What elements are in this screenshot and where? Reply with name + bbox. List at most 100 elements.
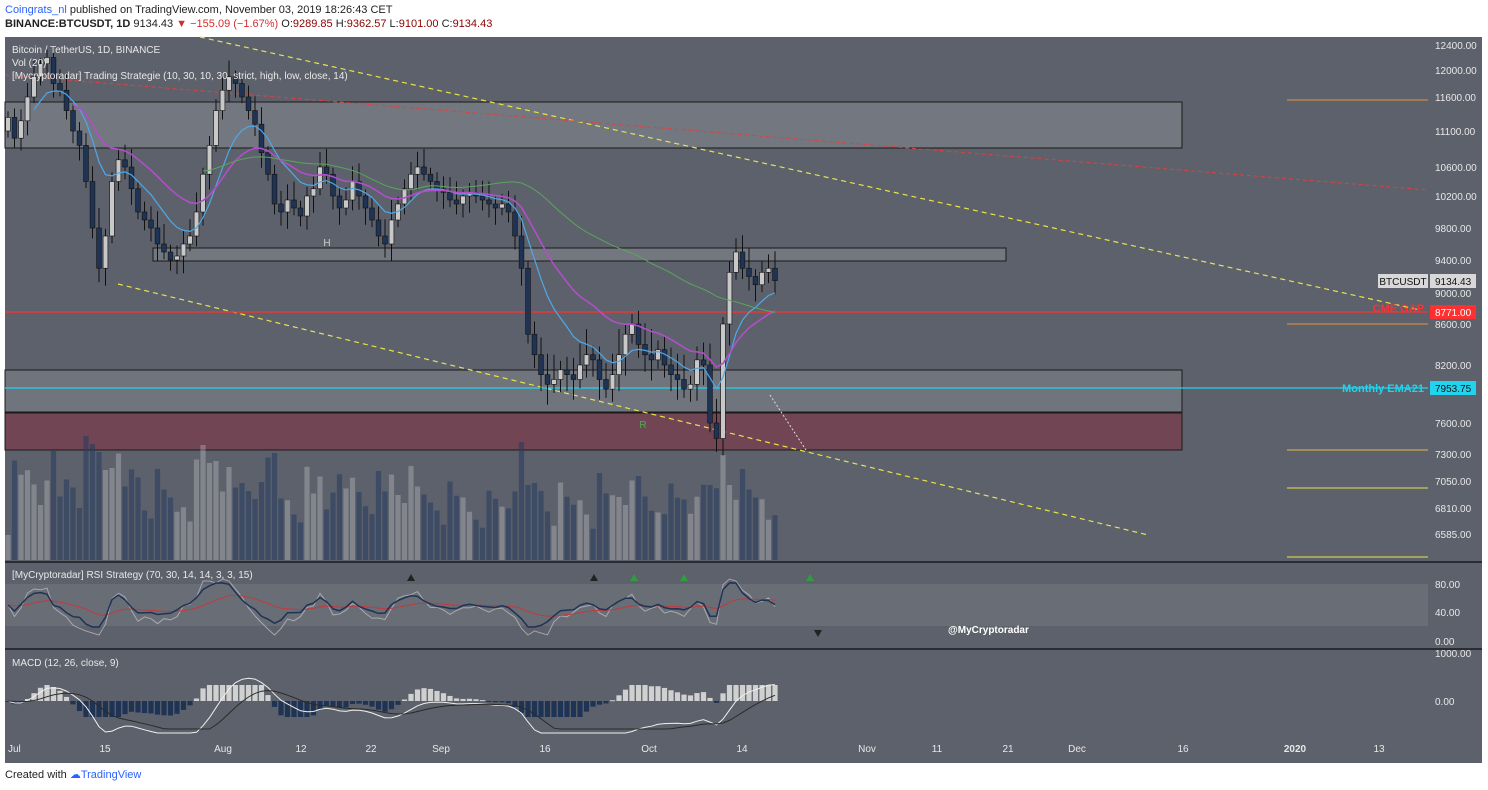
x-tick-label: 14	[736, 744, 748, 755]
volume-bar	[232, 487, 239, 560]
candle-body	[122, 159, 128, 168]
volume-bar	[564, 496, 570, 560]
candle-body	[700, 359, 707, 366]
volume-bar	[486, 490, 492, 560]
macd-hist-bar	[349, 701, 356, 704]
y-tick-label: 12400.00	[1435, 41, 1477, 52]
x-tick-label: Nov	[858, 744, 876, 755]
y-tick-label: 10600.00	[1435, 163, 1477, 174]
candle-body	[668, 364, 674, 375]
support-zone	[4, 369, 1183, 413]
tradingview-brand[interactable]: TradingView	[80, 769, 142, 781]
volume-bar	[414, 486, 421, 560]
candle-body	[37, 63, 44, 78]
macd-hist-bar	[694, 693, 700, 701]
volume-bar	[70, 487, 76, 560]
macd-hist-bar	[226, 685, 232, 701]
author-link[interactable]: Coingrats_nl	[5, 4, 67, 16]
macd-hist-bar	[141, 701, 148, 714]
candle-body	[674, 374, 681, 380]
candle-body	[362, 195, 369, 209]
macd-hist-bar	[720, 693, 726, 701]
tradingview-logo-icon[interactable]: ☁	[69, 769, 81, 781]
volume-bar	[200, 445, 206, 560]
volume-bar	[284, 500, 291, 560]
macd-hist-bar	[96, 701, 102, 717]
volume-bar	[161, 489, 167, 560]
macd-line	[7, 677, 776, 734]
volume-bar	[128, 469, 135, 560]
volume-bar	[50, 451, 57, 560]
x-tick-label: 15	[99, 744, 111, 755]
macd-hist-bar	[401, 699, 408, 701]
macd-hist-bar	[284, 701, 291, 717]
candle-body	[57, 83, 63, 91]
volume-bar	[674, 497, 681, 560]
symbol-label: BINANCE:BTCUSDT, 1D	[5, 18, 131, 30]
volume-bar	[291, 514, 297, 560]
candle-body	[525, 267, 531, 335]
macd-hist-bar	[505, 701, 512, 704]
volume-bar	[323, 509, 330, 560]
macd-hist-bar	[434, 690, 440, 701]
macd-hist-bar	[89, 701, 96, 717]
volume-bar	[759, 499, 765, 560]
volume-bar	[713, 488, 720, 560]
change-value: −155.09 (−1.67%)	[190, 18, 279, 30]
macd-hist-bar	[44, 685, 50, 701]
macd-hist-bar	[239, 685, 245, 701]
candle-body	[89, 181, 96, 229]
candle-body	[772, 267, 778, 281]
volume-bar	[122, 486, 128, 560]
volume-bar	[512, 491, 518, 560]
macd-hist-bar	[369, 701, 375, 707]
macd-hist-bar	[83, 701, 89, 717]
macd-hist-bar	[752, 685, 759, 701]
volume-bar	[271, 453, 278, 560]
macd-hist-bar	[291, 701, 297, 717]
macd-hist-bar	[109, 701, 115, 717]
macd-hist-bar	[557, 701, 564, 717]
macd-hist-bar	[707, 697, 713, 701]
price-tag-value-box	[1430, 274, 1476, 288]
candle-body	[453, 199, 460, 205]
sma-50-line	[202, 156, 776, 313]
macd-hist-bar	[609, 700, 616, 702]
macd-hist-bar	[174, 701, 180, 714]
high-label: H:	[335, 18, 347, 30]
upper-trend-line	[199, 36, 1421, 311]
volume-bar	[141, 510, 148, 560]
y-tick-label: 9800.00	[1435, 224, 1472, 235]
candle-body	[44, 57, 50, 65]
rsi-y-tick: 0.00	[1435, 637, 1455, 648]
volume-bar	[258, 482, 265, 560]
macd-hist-bar	[668, 690, 674, 701]
price-tag-label: BTCUSDT	[1379, 277, 1426, 288]
candle-body	[447, 192, 453, 201]
macd-hist-bar	[622, 689, 629, 701]
candle-body	[239, 83, 245, 98]
volume-bar	[687, 513, 694, 560]
candle-body	[687, 384, 694, 390]
macd-hist-bar	[304, 701, 310, 717]
macd-hist-bar	[635, 685, 642, 701]
y-tick-label: 10200.00	[1435, 192, 1477, 203]
candle-body	[369, 207, 375, 221]
candle-body	[531, 333, 538, 356]
volume-bar	[330, 492, 336, 560]
volume-bar	[317, 476, 323, 560]
candle-body	[408, 173, 414, 190]
macd-hist-bar	[655, 686, 661, 701]
candle-body	[141, 211, 148, 221]
macd-hist-bar	[453, 698, 460, 701]
candle-body	[76, 130, 83, 146]
volume-bar	[174, 511, 180, 560]
volume-bar	[5, 535, 11, 560]
macd-hist-bar	[772, 685, 778, 701]
volume-bar	[752, 497, 759, 560]
lower-trend-line	[117, 283, 1149, 536]
volume-bar	[401, 503, 408, 560]
x-tick-label: Oct	[641, 744, 657, 755]
volume-bar	[343, 488, 349, 560]
